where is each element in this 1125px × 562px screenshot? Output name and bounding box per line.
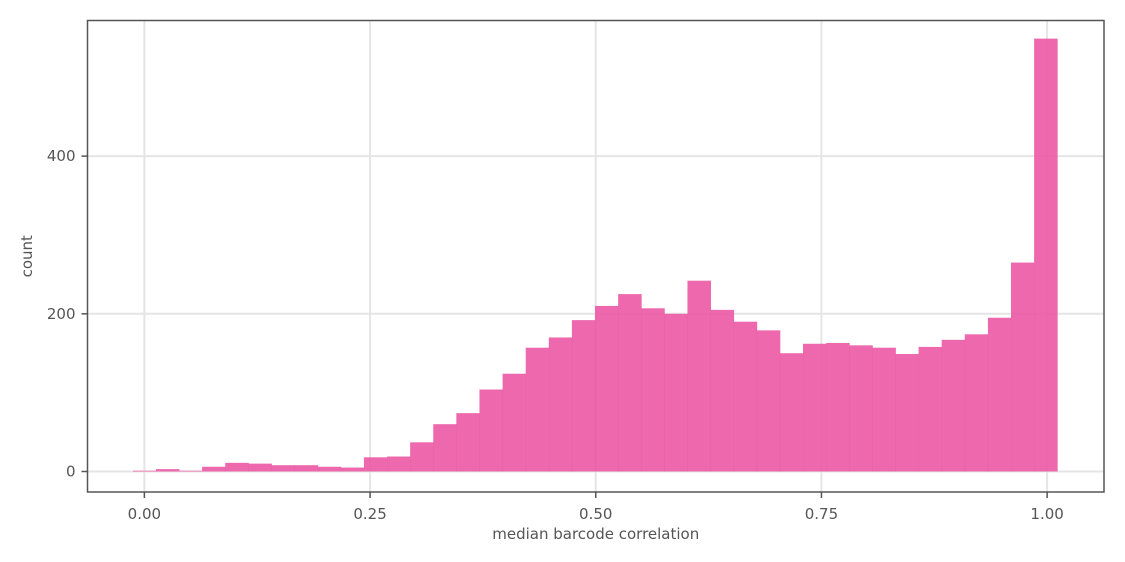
histogram-bar: [687, 280, 711, 472]
histogram-bar: [618, 294, 642, 472]
histogram-bar: [987, 317, 1012, 472]
histogram-bar: [918, 346, 943, 472]
x-axis-title: median barcode correlation: [492, 525, 699, 543]
histogram-bar: [1034, 38, 1058, 472]
histogram-bar: [895, 354, 919, 472]
histogram-bar: [340, 467, 365, 472]
histogram-bar: [363, 457, 388, 472]
histogram-bar: [803, 343, 827, 472]
y-tick-label: 400: [47, 147, 76, 165]
y-tick-label: 0: [66, 463, 76, 481]
histogram-bar: [1011, 262, 1035, 472]
histogram-bar: [410, 442, 434, 472]
x-axis: 0.00 0.25 0.50 0.75 1.00: [128, 492, 1064, 523]
x-tick-label: 0.00: [128, 505, 161, 523]
histogram-bar: [664, 313, 688, 472]
histogram-bar: [641, 308, 665, 472]
x-tick-label: 0.25: [353, 505, 386, 523]
x-tick-label: 0.75: [805, 505, 838, 523]
histogram-bar: [248, 463, 272, 472]
histogram-bar: [779, 353, 804, 472]
histogram-bar: [179, 470, 203, 472]
histogram-bar: [756, 330, 781, 472]
histogram-bar: [456, 413, 480, 472]
histogram-bar: [571, 320, 596, 472]
histogram-bar: [155, 469, 180, 472]
histogram-bar: [525, 347, 550, 472]
histogram-bar: [710, 309, 735, 472]
histogram-bar: [595, 305, 619, 472]
histogram-bar: [502, 373, 527, 472]
histogram-bar: [964, 334, 989, 472]
histogram-bar: [202, 466, 226, 472]
histogram-bar: [941, 339, 966, 472]
histogram-bar: [548, 337, 573, 472]
histogram-bar: [849, 345, 873, 472]
histogram-bar: [479, 389, 503, 472]
x-tick-label: 0.50: [579, 505, 612, 523]
histogram-bar: [271, 465, 295, 472]
histogram-bar: [433, 424, 457, 472]
histogram-bar: [317, 466, 342, 472]
histogram-bar: [132, 470, 157, 472]
histogram-bar: [826, 342, 850, 472]
histogram-bar: [387, 456, 411, 472]
histogram-bar: [294, 465, 319, 472]
y-tick-label: 200: [47, 305, 76, 323]
histogram-bar: [225, 462, 249, 472]
histogram-bar: [872, 347, 896, 472]
y-axis: 0 200 400: [47, 147, 88, 481]
y-axis-title: count: [18, 235, 36, 277]
histogram-bars: [132, 38, 1058, 472]
x-tick-label: 1.00: [1030, 505, 1063, 523]
histogram-bar: [733, 321, 758, 472]
